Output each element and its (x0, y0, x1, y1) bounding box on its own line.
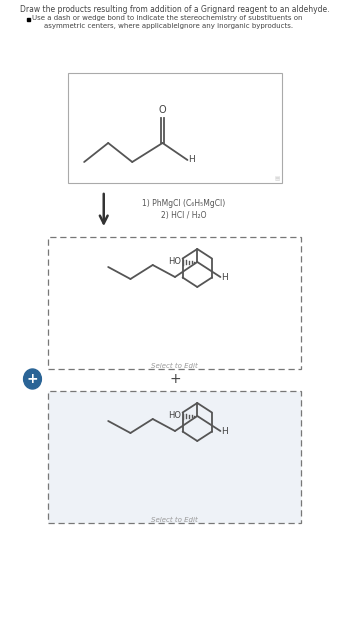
Text: H: H (221, 272, 228, 281)
Bar (68, 73, 282, 183)
Text: 2) HCl / H₂O: 2) HCl / H₂O (161, 211, 206, 220)
Text: asymmetric centers, where applicableIgnore any inorganic byproducts.: asymmetric centers, where applicableIgno… (44, 23, 293, 29)
Text: Select to Edit: Select to Edit (151, 517, 197, 523)
Text: HO: HO (168, 258, 181, 267)
Text: O: O (159, 105, 166, 115)
Bar (48, 391, 301, 523)
Text: +: + (27, 372, 38, 386)
Text: 1) PhMgCl (C₆H₅MgCl): 1) PhMgCl (C₆H₅MgCl) (142, 199, 225, 208)
Text: H: H (221, 426, 228, 436)
Text: HO: HO (168, 412, 181, 420)
Text: Select to Edit: Select to Edit (151, 363, 197, 369)
Text: Draw the products resulting from addition of a Grignard reagent to an aldehyde.: Draw the products resulting from additio… (20, 5, 330, 14)
Circle shape (23, 369, 41, 389)
Text: Use a dash or wedge bond to indicate the stereochemistry of substituents on: Use a dash or wedge bond to indicate the… (33, 15, 303, 21)
Text: +: + (169, 372, 181, 386)
Bar (48, 237, 301, 369)
Text: ▤: ▤ (275, 176, 280, 181)
Polygon shape (27, 18, 30, 21)
Text: H: H (188, 156, 195, 165)
